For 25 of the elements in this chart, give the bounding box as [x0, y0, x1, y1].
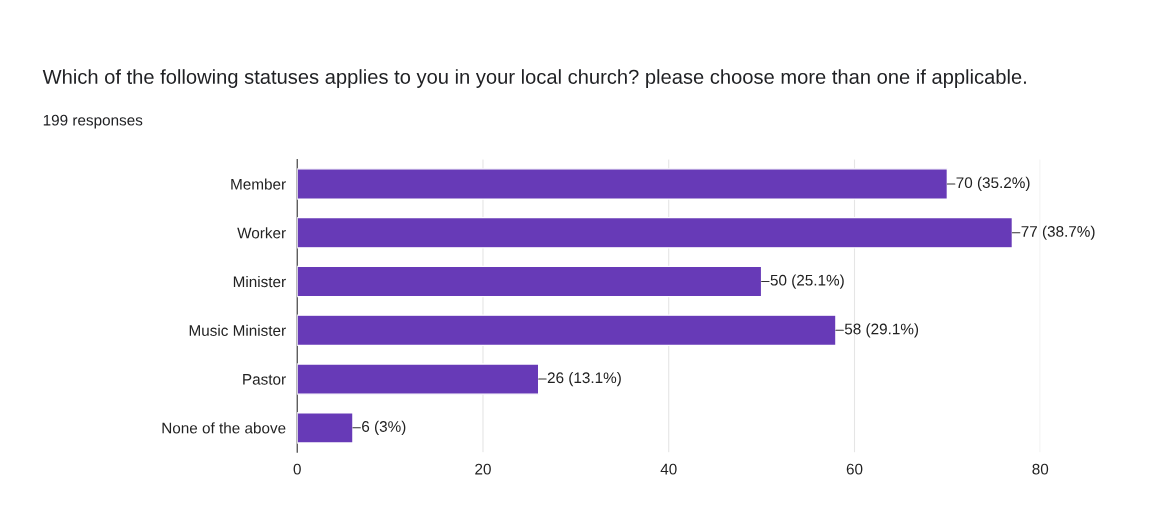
text: 199 responses: [43, 114, 143, 129]
y-tick-label: Minister: [233, 275, 286, 288]
data-label: 77 (38.7%): [1021, 225, 1095, 240]
y-tick-label: Pastor: [243, 374, 286, 385]
bar: [297, 412, 354, 444]
data-label: 70 (35.2%): [956, 176, 1030, 192]
bar: [297, 216, 1014, 249]
y-tick-label: Member: [231, 178, 286, 190]
x-tick-label: 20: [475, 463, 491, 475]
y-tick-label: None of the above: [162, 422, 286, 434]
x-tick-label: 80: [1032, 463, 1049, 475]
data-label: 50 (25.1%): [770, 274, 844, 289]
bar: [297, 314, 837, 347]
y-tick-label: Music Minister: [189, 324, 286, 336]
bar: [297, 168, 949, 200]
bar: [297, 265, 763, 298]
data-label: 6 (3%): [362, 420, 406, 435]
y-tick-label: Worker: [237, 227, 286, 239]
x-tick-label: 0: [293, 463, 301, 475]
x-tick-label: 60: [846, 463, 863, 475]
data-label: 26 (13.1%): [547, 371, 621, 387]
chart-title: Which of the following statuses applies to you in your local church? please choose more than one if applicable.: [42, 69, 1026, 88]
bar: [297, 363, 540, 395]
x-tick-label: 40: [660, 463, 677, 475]
data-label: 58 (29.1%): [844, 323, 919, 338]
